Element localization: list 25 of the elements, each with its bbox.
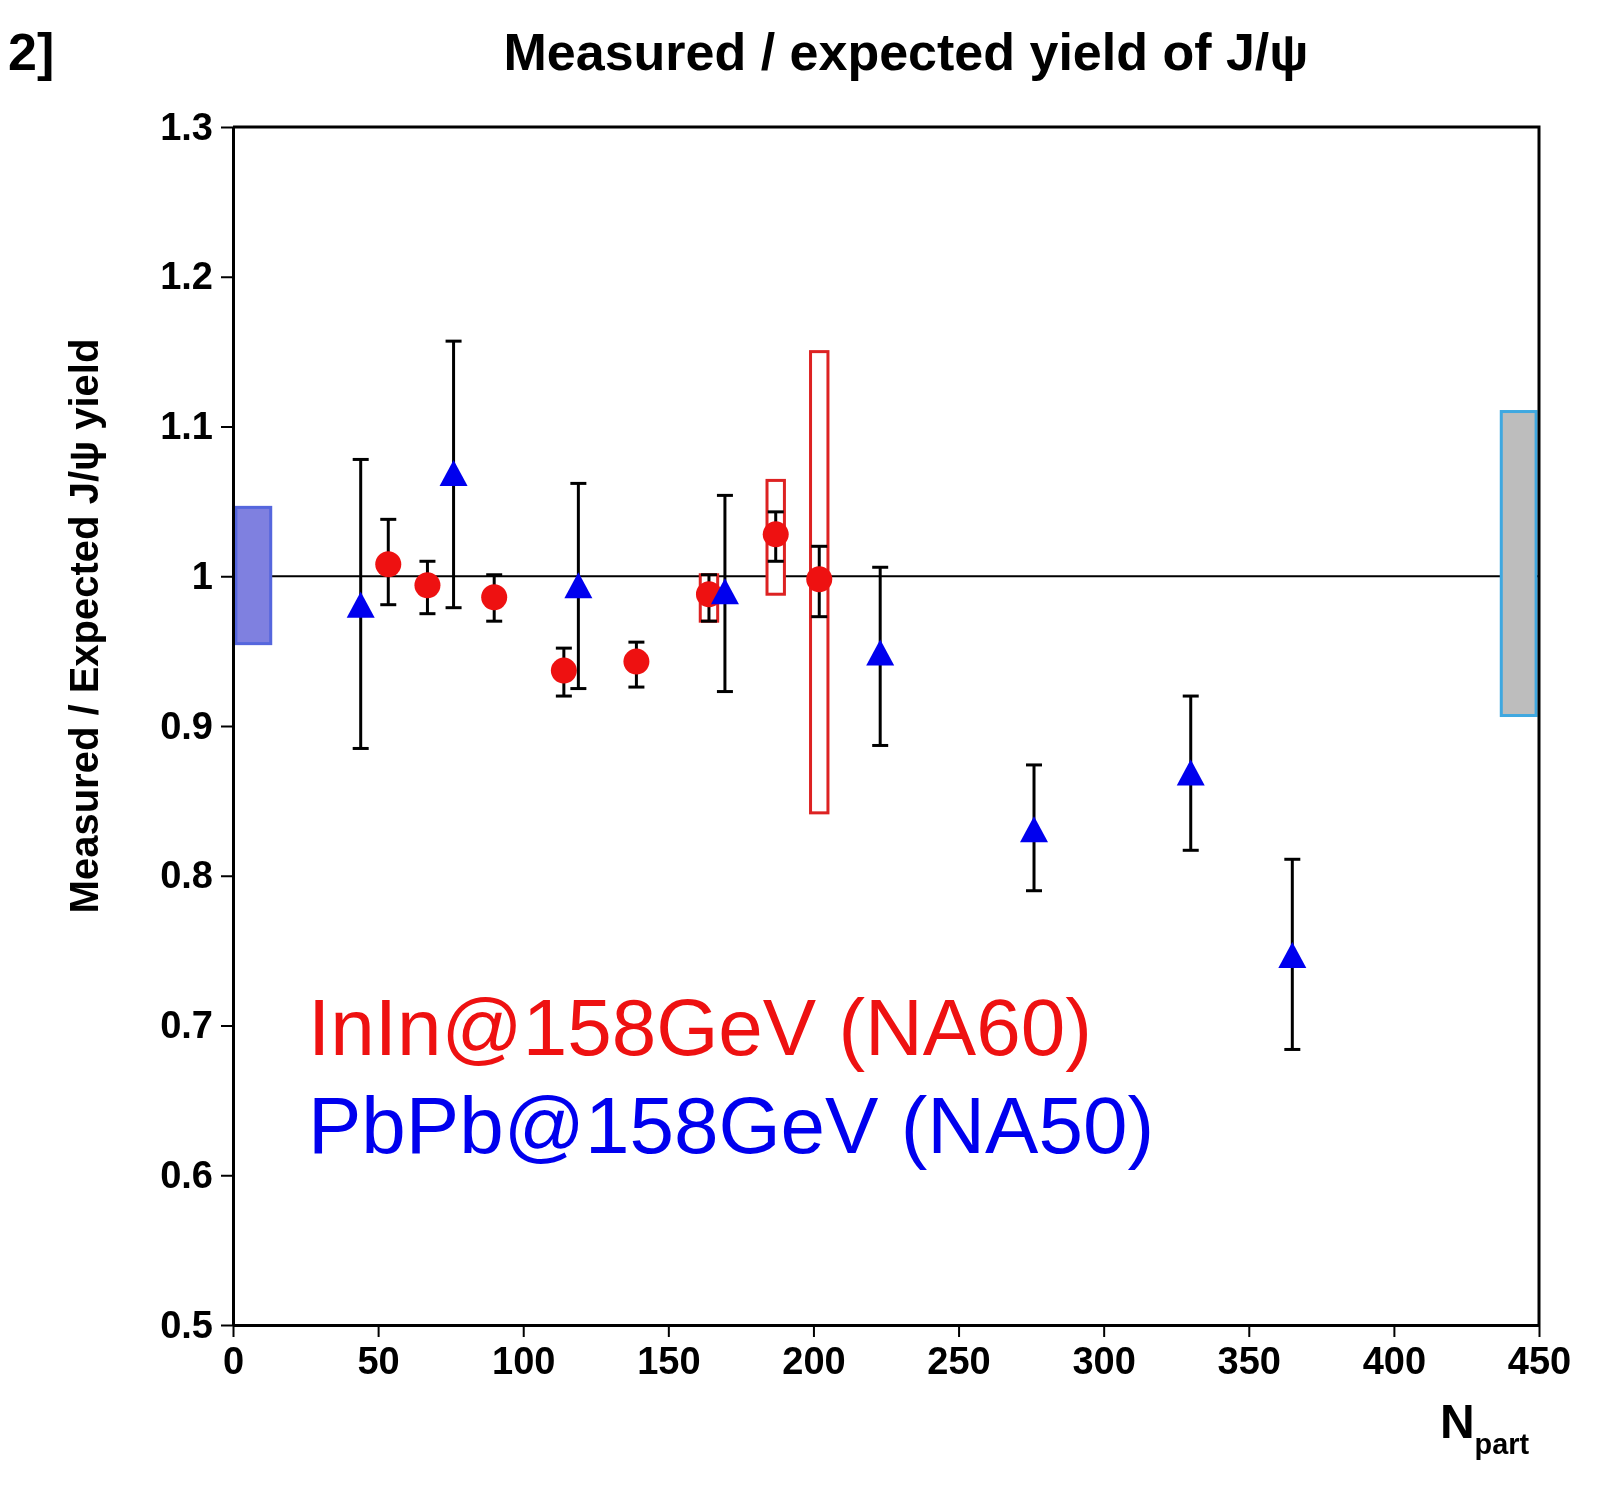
x-tick-label: 200 [782,1339,846,1382]
text: InIn@158GeV (NA60) [308,983,1092,1072]
y-tick-label: 0.9 [160,704,213,747]
x-tick-label: 450 [1507,1339,1572,1382]
y-tick-label: 0.7 [160,1004,213,1047]
y-tick-label: 0.5 [160,1303,213,1346]
x-tick-label: 350 [1217,1339,1281,1382]
y-tick-label: 0.6 [160,1153,213,1196]
x-tick-label: 0 [222,1339,245,1382]
y-tick-label: 1.2 [160,255,213,298]
x-tick-label: 50 [357,1339,400,1382]
chart-title: Measured / expected yield of J/ψ [503,23,1309,81]
y-axis-title: Measured / Expected J/ψ yield [62,338,106,914]
x-tick-label: 300 [1072,1339,1136,1382]
y-tick-label: 0.8 [160,854,213,897]
x-tick-label: 100 [492,1339,556,1382]
x-tick-label: 150 [637,1339,701,1382]
y-tick-label: 1.1 [160,405,213,448]
y-tick-label: 1.3 [160,105,213,148]
text: 2] [8,23,55,81]
y-tick-label: 1 [191,554,213,597]
text: PbPb@158GeV (NA50) [308,1081,1155,1170]
x-axis-title: N$_{part}$ [1439,1395,1530,1460]
x-tick-label: 250 [927,1339,991,1382]
x-tick-label: 400 [1362,1339,1427,1382]
